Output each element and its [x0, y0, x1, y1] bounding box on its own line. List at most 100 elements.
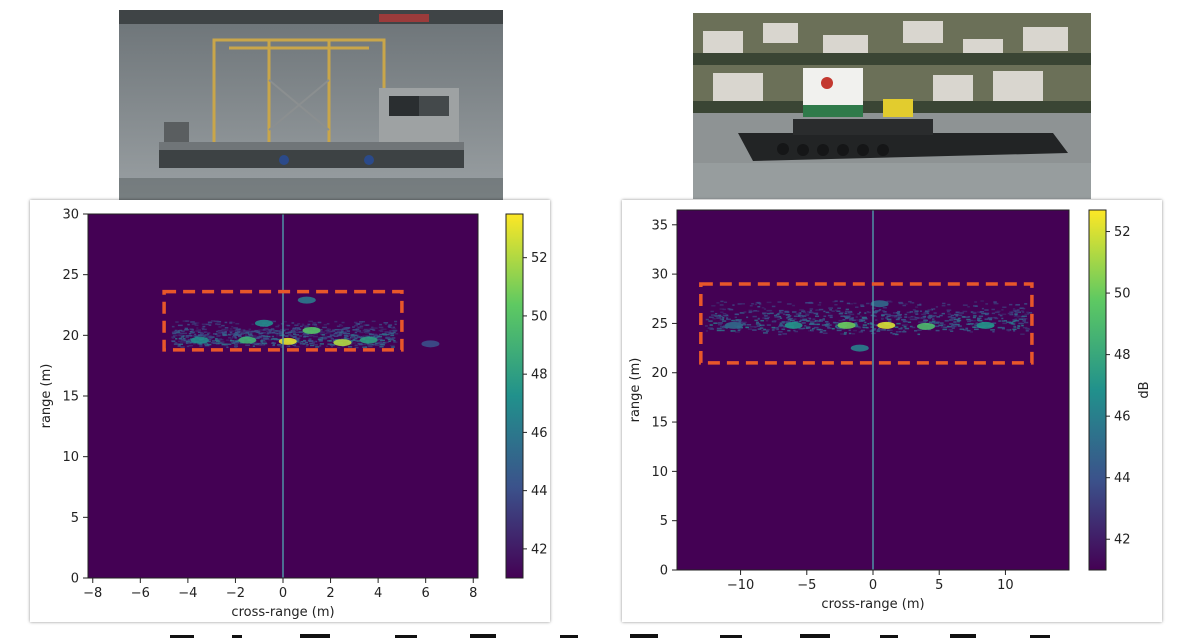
- speckle: [233, 335, 237, 338]
- speckle: [790, 319, 795, 322]
- speckle: [196, 327, 199, 329]
- speckle: [782, 322, 785, 324]
- speckle: [816, 328, 822, 331]
- speckle: [235, 340, 239, 342]
- speckle: [867, 322, 870, 325]
- speckle: [387, 332, 390, 335]
- speckle: [777, 301, 782, 303]
- speckle: [788, 317, 793, 320]
- speckle: [813, 312, 819, 315]
- speckle: [207, 332, 211, 334]
- speckle: [953, 321, 957, 323]
- speckle: [973, 305, 978, 307]
- speckle: [346, 330, 351, 332]
- speckle: [1021, 322, 1024, 325]
- speckle: [1014, 326, 1019, 328]
- speckle: [268, 329, 273, 331]
- speckle: [787, 319, 792, 321]
- speckle: [277, 344, 283, 347]
- speckle: [231, 336, 235, 338]
- x-tick-label: −10: [727, 578, 754, 593]
- speckle: [173, 330, 178, 333]
- speckle: [825, 322, 830, 325]
- speckle: [273, 330, 278, 332]
- intensity-point: [190, 336, 209, 344]
- y-tick-label: 15: [62, 390, 79, 405]
- speckle: [955, 315, 958, 317]
- speckle: [860, 330, 863, 332]
- speckle: [733, 320, 738, 323]
- speckle: [383, 334, 388, 336]
- speckle: [705, 318, 709, 321]
- speckle: [958, 312, 964, 315]
- speckle: [842, 319, 846, 321]
- speckle: [304, 326, 308, 329]
- speckle: [318, 339, 323, 341]
- speckle: [903, 320, 908, 323]
- speckle: [862, 326, 868, 329]
- speckle: [1006, 321, 1012, 323]
- speckle: [194, 333, 197, 336]
- speckle: [353, 333, 358, 335]
- speckle: [324, 332, 328, 335]
- speckle: [285, 332, 290, 334]
- speckle: [894, 333, 899, 336]
- speckle: [966, 318, 971, 321]
- speckle: [997, 326, 1002, 329]
- speckle: [824, 323, 829, 326]
- speckle: [351, 342, 357, 344]
- speckle: [722, 312, 727, 315]
- y-tick-label: 0: [71, 572, 79, 587]
- x-axis-label: cross-range (m): [821, 597, 924, 612]
- speckle: [862, 324, 867, 326]
- speckle: [908, 300, 912, 303]
- speckle: [974, 324, 978, 326]
- speckle: [327, 340, 331, 342]
- speckle: [778, 331, 783, 333]
- speckle: [291, 322, 295, 324]
- speckle: [921, 313, 927, 316]
- speckle: [271, 335, 275, 338]
- speckle: [707, 327, 713, 329]
- speckle: [964, 316, 969, 318]
- speckle: [984, 312, 990, 315]
- speckle: [947, 303, 951, 306]
- speckle: [194, 335, 197, 338]
- speckle: [272, 344, 275, 347]
- speckle: [980, 311, 984, 313]
- speckle: [716, 302, 720, 304]
- speckle: [810, 311, 814, 314]
- speckle: [720, 329, 725, 332]
- speckle: [367, 328, 371, 331]
- speckle: [327, 335, 332, 338]
- speckle: [262, 340, 267, 343]
- speckle: [1022, 320, 1026, 322]
- speckle: [755, 323, 761, 325]
- speckle: [249, 332, 253, 334]
- speckle: [705, 330, 709, 332]
- speckle: [805, 302, 810, 304]
- speckle: [765, 319, 769, 322]
- speckle: [388, 324, 393, 326]
- speckle: [257, 330, 262, 333]
- colorbar: [1088, 209, 1107, 571]
- speckle: [920, 317, 924, 320]
- speckle: [201, 327, 205, 330]
- speckle: [245, 332, 250, 334]
- speckle: [331, 345, 334, 348]
- speckle: [372, 333, 378, 336]
- speckle: [1012, 309, 1018, 312]
- speckle: [884, 313, 888, 316]
- speckle: [799, 312, 802, 314]
- speckle: [845, 312, 851, 315]
- speckle: [768, 309, 773, 312]
- speckle: [823, 315, 827, 318]
- speckle: [873, 328, 877, 330]
- speckle: [949, 323, 953, 325]
- speckle: [821, 319, 825, 321]
- speckle: [366, 343, 370, 345]
- speckle: [975, 322, 978, 325]
- speckle: [799, 309, 804, 311]
- colorbar-tick-label: 48: [531, 368, 548, 383]
- speckle: [763, 328, 767, 331]
